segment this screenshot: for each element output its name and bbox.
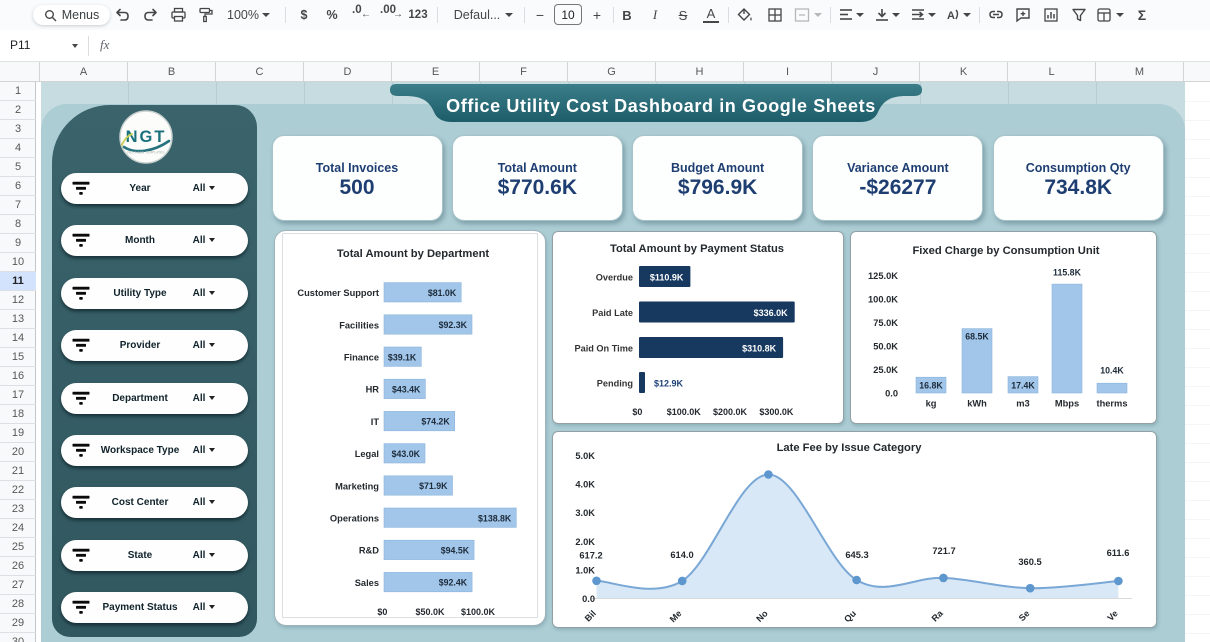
svg-text:Facilities: Facilities xyxy=(339,320,379,330)
svg-text:0.0: 0.0 xyxy=(885,389,898,399)
svg-text:NEXT GEN TEMPLATES: NEXT GEN TEMPLATES xyxy=(127,151,165,155)
svg-text:115.8K: 115.8K xyxy=(1053,268,1082,278)
svg-text:$0: $0 xyxy=(377,607,387,617)
svg-text:75.0K: 75.0K xyxy=(873,318,898,328)
svg-text:Ra: Ra xyxy=(930,608,946,624)
svg-text:Me: Me xyxy=(668,608,684,624)
svg-text:611.6: 611.6 xyxy=(1107,548,1130,558)
svg-text:NGT: NGT xyxy=(126,128,167,146)
svg-text:614.0: 614.0 xyxy=(670,550,693,560)
svg-text:Customer Support: Customer Support xyxy=(297,288,379,298)
svg-text:360.5: 360.5 xyxy=(1018,557,1041,567)
svg-text:Ve: Ve xyxy=(1105,608,1120,623)
svg-text:25.0K: 25.0K xyxy=(873,365,898,375)
svg-text:$74.2K: $74.2K xyxy=(421,417,450,427)
svg-text:3.0K: 3.0K xyxy=(575,508,595,518)
svg-text:4.0K: 4.0K xyxy=(575,480,595,490)
svg-text:$200.0K: $200.0K xyxy=(713,407,748,417)
svg-text:No: No xyxy=(754,608,770,624)
svg-text:68.5K: 68.5K xyxy=(965,332,989,342)
svg-text:721.7: 721.7 xyxy=(932,546,955,556)
svg-text:$92.3K: $92.3K xyxy=(439,320,468,330)
svg-text:Finance: Finance xyxy=(344,353,379,363)
svg-text:R&D: R&D xyxy=(359,546,379,556)
svg-text:$100.0K: $100.0K xyxy=(667,407,702,417)
svg-text:$50.0K: $50.0K xyxy=(415,607,445,617)
svg-text:617.2: 617.2 xyxy=(579,551,602,561)
svg-text:10.4K: 10.4K xyxy=(1100,366,1124,376)
svg-text:$43.4K: $43.4K xyxy=(392,385,421,395)
svg-text:0.0: 0.0 xyxy=(582,594,595,604)
svg-text:$71.9K: $71.9K xyxy=(419,481,448,491)
svg-text:$94.5K: $94.5K xyxy=(441,546,470,556)
svg-text:$336.0K: $336.0K xyxy=(754,308,789,318)
svg-text:16.8K: 16.8K xyxy=(919,381,943,391)
svg-text:Paid On Time: Paid On Time xyxy=(574,344,633,354)
svg-text:Fixed Charge by Consumption Un: Fixed Charge by Consumption Unit xyxy=(912,245,1099,257)
svg-text:Qu: Qu xyxy=(842,608,858,624)
svg-text:Pending: Pending xyxy=(597,379,633,389)
svg-text:Operations: Operations xyxy=(330,514,379,524)
svg-text:m3: m3 xyxy=(1016,399,1029,409)
svg-text:$43.0K: $43.0K xyxy=(392,449,421,459)
svg-text:Mbps: Mbps xyxy=(1055,399,1079,409)
svg-text:Sales: Sales xyxy=(355,578,379,588)
svg-text:$300.0K: $300.0K xyxy=(759,407,794,417)
svg-text:IT: IT xyxy=(371,417,380,427)
svg-text:Overdue: Overdue xyxy=(596,273,633,283)
svg-text:$100.0K: $100.0K xyxy=(461,607,496,617)
svg-text:$0: $0 xyxy=(632,407,642,417)
svg-text:kWh: kWh xyxy=(967,399,987,409)
svg-text:therms: therms xyxy=(1096,399,1127,409)
svg-text:100.0K: 100.0K xyxy=(868,295,898,305)
svg-text:Legal: Legal xyxy=(355,449,379,459)
svg-text:2.0K: 2.0K xyxy=(575,537,595,547)
svg-text:125.0K: 125.0K xyxy=(868,271,898,281)
svg-text:$310.8K: $310.8K xyxy=(742,344,777,354)
svg-text:$81.0K: $81.0K xyxy=(428,288,457,298)
svg-text:Late Fee by Issue Category: Late Fee by Issue Category xyxy=(777,442,923,454)
svg-text:$138.8K: $138.8K xyxy=(478,513,512,523)
svg-text:$39.1K: $39.1K xyxy=(388,352,417,362)
svg-text:kg: kg xyxy=(926,399,937,409)
svg-text:Se: Se xyxy=(1017,608,1032,623)
svg-text:$12.9K: $12.9K xyxy=(654,379,684,389)
svg-text:Total Amount by Department: Total Amount by Department xyxy=(337,248,490,260)
svg-text:17.4K: 17.4K xyxy=(1011,381,1035,391)
svg-text:Paid Late: Paid Late xyxy=(592,308,633,318)
svg-text:Bil: Bil xyxy=(583,608,598,623)
svg-text:50.0K: 50.0K xyxy=(873,342,898,352)
svg-text:A: A xyxy=(947,10,955,22)
svg-text:HR: HR xyxy=(366,385,380,395)
svg-text:Marketing: Marketing xyxy=(335,481,379,491)
svg-text:Total Amount by Payment Status: Total Amount by Payment Status xyxy=(610,243,784,255)
svg-text:$110.9K: $110.9K xyxy=(650,273,684,283)
svg-text:$92.4K: $92.4K xyxy=(439,578,468,588)
svg-text:1.0K: 1.0K xyxy=(575,565,595,575)
svg-text:645.3: 645.3 xyxy=(845,550,868,560)
svg-text:5.0K: 5.0K xyxy=(575,451,595,461)
